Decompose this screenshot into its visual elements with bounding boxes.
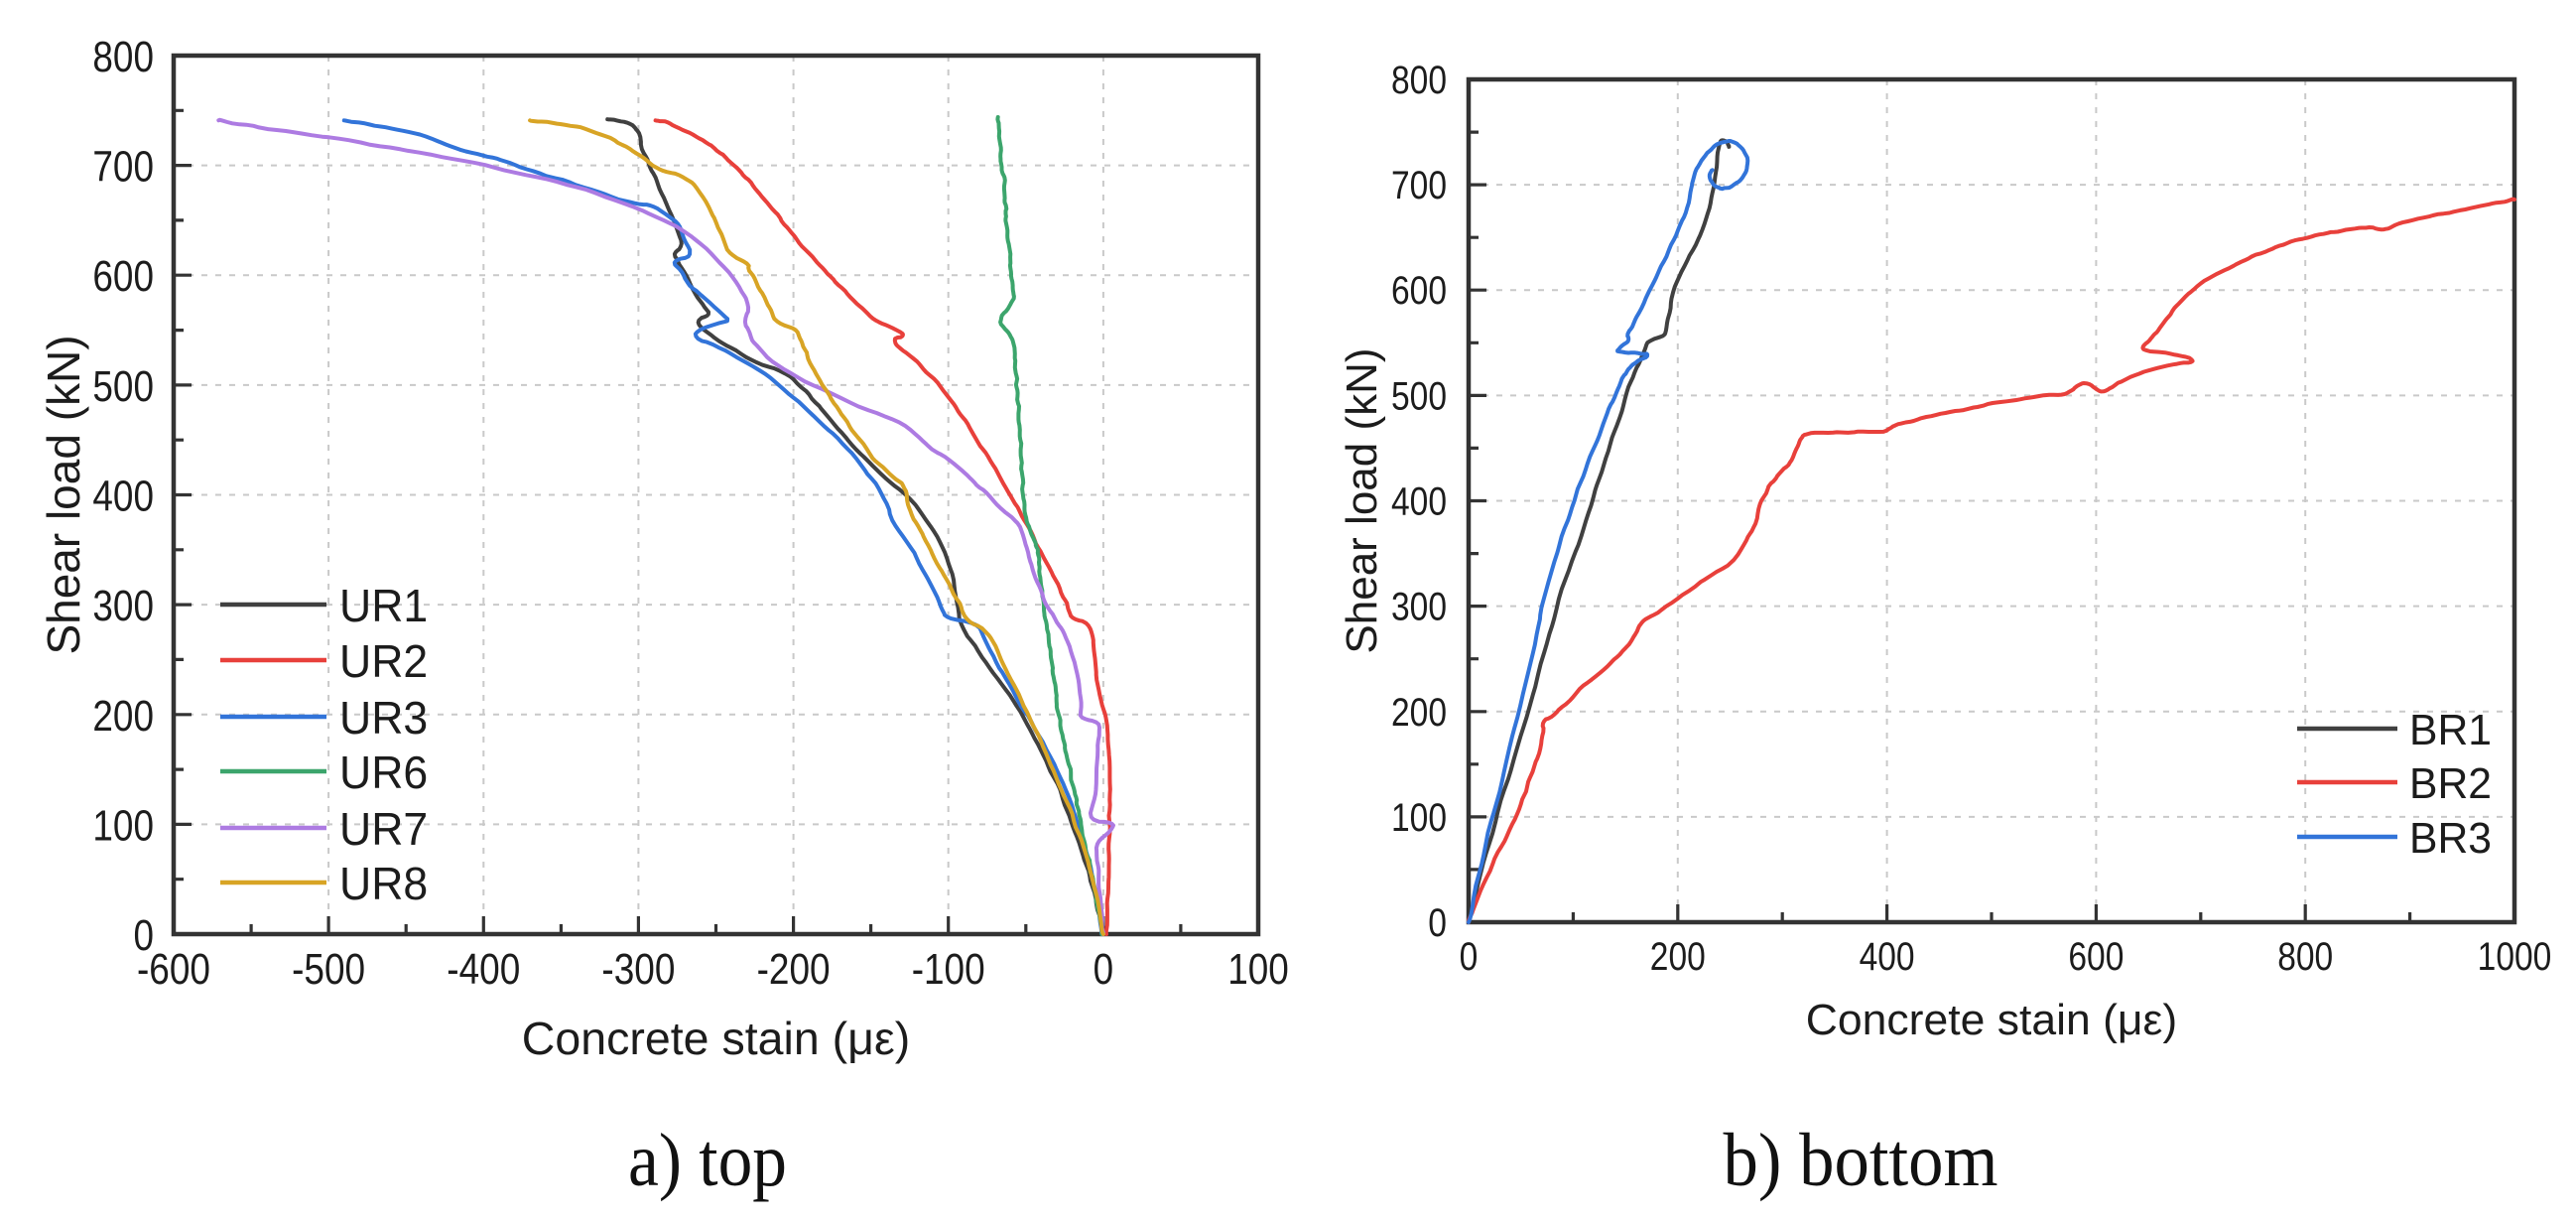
svg-text:200: 200 bbox=[92, 692, 154, 741]
svg-text:1000: 1000 bbox=[2478, 935, 2552, 979]
svg-text:UR2: UR2 bbox=[339, 635, 428, 687]
svg-text:-200: -200 bbox=[757, 945, 831, 994]
svg-text:BR2: BR2 bbox=[2409, 759, 2492, 808]
svg-text:100: 100 bbox=[1227, 945, 1289, 994]
svg-text:500: 500 bbox=[92, 362, 154, 411]
svg-text:400: 400 bbox=[1860, 935, 1915, 979]
svg-text:BR3: BR3 bbox=[2409, 814, 2492, 863]
svg-text:BR1: BR1 bbox=[2409, 706, 2492, 754]
svg-text:b) bottom: b) bottom bbox=[1724, 1119, 1998, 1202]
svg-text:100: 100 bbox=[92, 801, 154, 850]
svg-text:200: 200 bbox=[1391, 691, 1447, 735]
svg-text:-400: -400 bbox=[447, 945, 520, 994]
svg-text:700: 700 bbox=[92, 143, 154, 192]
svg-text:800: 800 bbox=[1391, 59, 1447, 102]
svg-text:100: 100 bbox=[1391, 796, 1447, 840]
svg-text:500: 500 bbox=[1391, 374, 1447, 418]
svg-text:200: 200 bbox=[1650, 935, 1706, 979]
svg-text:-500: -500 bbox=[292, 945, 365, 994]
svg-text:600: 600 bbox=[92, 252, 154, 301]
svg-text:300: 300 bbox=[92, 582, 154, 630]
svg-text:0: 0 bbox=[1460, 935, 1479, 979]
svg-text:800: 800 bbox=[2277, 935, 2333, 979]
svg-text:0: 0 bbox=[1094, 945, 1114, 994]
svg-text:Shear load (kN): Shear load (kN) bbox=[1338, 347, 1386, 653]
svg-text:-300: -300 bbox=[601, 945, 675, 994]
svg-text:Concrete stain (με): Concrete stain (με) bbox=[1806, 996, 2177, 1044]
svg-text:Concrete stain (με): Concrete stain (με) bbox=[522, 1013, 910, 1064]
svg-text:a) top: a) top bbox=[628, 1119, 787, 1202]
svg-text:400: 400 bbox=[92, 473, 154, 521]
svg-text:Shear load (kN): Shear load (kN) bbox=[38, 335, 89, 654]
svg-text:UR6: UR6 bbox=[339, 747, 428, 798]
svg-text:400: 400 bbox=[1391, 480, 1447, 524]
svg-text:800: 800 bbox=[92, 33, 154, 81]
svg-text:UR3: UR3 bbox=[339, 692, 428, 744]
svg-text:700: 700 bbox=[1391, 164, 1447, 207]
svg-text:UR7: UR7 bbox=[339, 803, 428, 855]
svg-text:UR8: UR8 bbox=[339, 858, 428, 909]
svg-text:600: 600 bbox=[2068, 935, 2124, 979]
svg-text:300: 300 bbox=[1391, 586, 1447, 629]
svg-text:0: 0 bbox=[134, 911, 155, 960]
svg-text:UR1: UR1 bbox=[339, 580, 428, 631]
svg-text:0: 0 bbox=[1428, 901, 1447, 945]
svg-text:-600: -600 bbox=[137, 945, 210, 994]
svg-text:600: 600 bbox=[1391, 269, 1447, 313]
svg-text:-100: -100 bbox=[912, 945, 985, 994]
